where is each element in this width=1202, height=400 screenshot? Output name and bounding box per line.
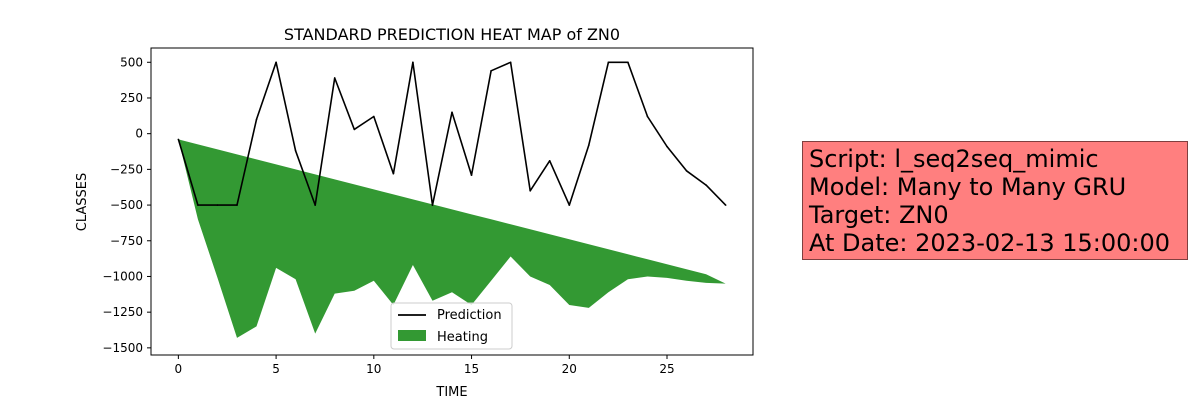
prediction-point (724, 204, 727, 206)
heating-area (178, 139, 726, 338)
x-tick-label: 25 (659, 362, 674, 376)
legend-heating-label: Heating (437, 330, 488, 345)
x-tick-label: 15 (464, 362, 479, 376)
prediction-point (705, 184, 707, 186)
prediction-point (255, 118, 258, 121)
x-tick-label: 10 (366, 362, 381, 376)
prediction-point (509, 61, 512, 64)
prediction-point (548, 160, 551, 162)
prediction-point (236, 204, 238, 206)
legend-heating-swatch (398, 330, 426, 341)
y-tick-label: −750 (110, 234, 143, 248)
y-axis-label: CLASSES (75, 173, 90, 231)
y-tick-label: −1000 (102, 269, 143, 283)
y-tick-label: 500 (120, 55, 143, 69)
prediction-point (490, 70, 492, 72)
prediction-point (216, 204, 219, 206)
y-tick-label: 0 (135, 127, 143, 141)
prediction-point (646, 115, 649, 118)
prediction-point (177, 138, 180, 141)
info-box: Script: l_seq2seq_mimic Model: Many to M… (802, 141, 1188, 260)
info-target-line: Target: ZN0 (809, 201, 949, 229)
y-tick-label: 250 (120, 91, 143, 105)
prediction-point (392, 172, 395, 175)
prediction-point (470, 174, 473, 176)
prediction-point (627, 61, 629, 64)
y-tick-label: −250 (110, 162, 143, 176)
prediction-point (275, 61, 277, 64)
x-tick-label: 5 (272, 362, 280, 376)
legend-prediction-label: Prediction (437, 308, 502, 323)
prediction-point (431, 204, 434, 206)
prediction-point (451, 111, 453, 114)
prediction-point (353, 128, 356, 131)
info-script-line: Script: l_seq2seq_mimic (809, 145, 1099, 173)
x-tick-label: 20 (562, 362, 577, 376)
prediction-point (588, 144, 590, 146)
info-model-line: Model: Many to Many GRU (809, 173, 1127, 201)
x-axis-label: TIME (435, 385, 467, 400)
prediction-point (568, 204, 571, 206)
prediction-point (685, 170, 688, 172)
plot-frame (150, 47, 754, 356)
y-tick-label: −1500 (102, 341, 143, 355)
prediction-point (412, 61, 414, 64)
prediction-point (314, 204, 316, 206)
info-date-line: At Date: 2023-02-13 15:00:00 (809, 229, 1171, 257)
prediction-point (333, 77, 336, 79)
y-tick-label: −1250 (102, 305, 143, 319)
prediction-point (197, 204, 199, 206)
prediction-point (666, 145, 668, 148)
x-tick-label: 0 (175, 362, 183, 376)
prediction-point (294, 150, 297, 152)
legend: Prediction Heating (390, 302, 513, 350)
chart-title: STANDARD PREDICTION HEAT MAP of ZN0 (284, 25, 620, 44)
prediction-point (607, 61, 610, 64)
prediction-point (529, 189, 531, 192)
prediction-point (373, 115, 375, 118)
plot-area (150, 47, 754, 356)
y-tick-label: −500 (110, 198, 143, 212)
